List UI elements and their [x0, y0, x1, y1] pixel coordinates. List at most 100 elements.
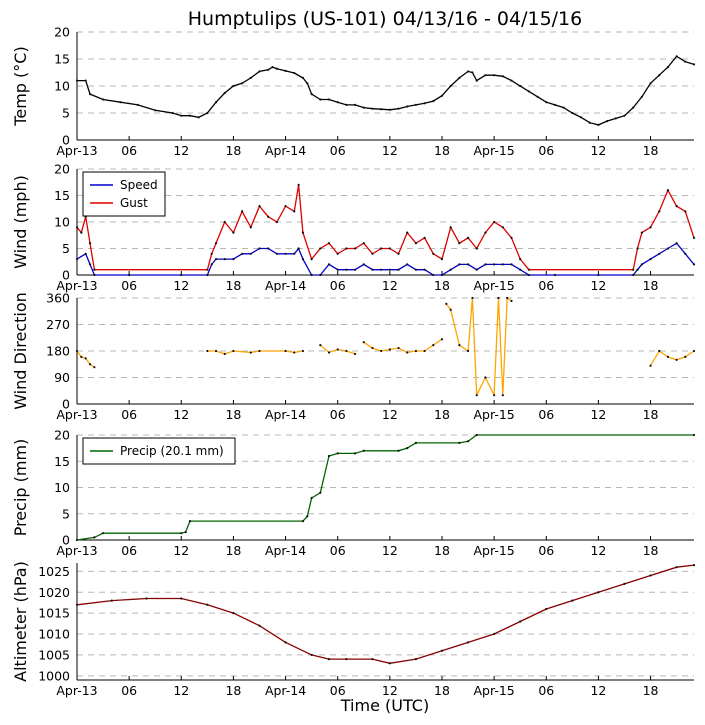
- x-tick-label: 06: [538, 278, 554, 293]
- x-tick-label: 18: [225, 683, 241, 698]
- data-point: [75, 258, 79, 261]
- data-point: [75, 538, 79, 542]
- y-tick-label: 15: [54, 188, 70, 203]
- data-point: [319, 273, 322, 277]
- x-tick-label: 12: [590, 683, 606, 698]
- data-point: [223, 220, 226, 224]
- y-tick-label: 1020: [38, 585, 70, 600]
- data-point: [597, 123, 600, 126]
- data-point: [636, 268, 639, 271]
- data-point: [353, 352, 357, 356]
- y-tick-label: 20: [54, 428, 70, 443]
- data-point: [497, 296, 500, 300]
- data-point: [675, 55, 678, 58]
- data-point: [649, 82, 652, 85]
- panel-dir: 0 90 180 270 360 Apr-13 06 12 18 Apr-14 06 12 18 Apr-…: [11, 291, 696, 422]
- data-point: [301, 349, 305, 353]
- data-point: [432, 252, 435, 255]
- data-point: [249, 76, 252, 79]
- x-axis-title: Time (UTC): [340, 696, 429, 715]
- y-tick-label: 1005: [38, 647, 70, 662]
- data-point: [319, 491, 322, 494]
- data-point: [232, 258, 235, 261]
- x-tick-label: Apr-14: [265, 683, 306, 698]
- x-tick-label: Apr-14: [265, 407, 306, 422]
- data-point: [432, 273, 435, 277]
- x-tick-label: 06: [330, 543, 346, 558]
- data-point: [432, 100, 435, 103]
- data-point: [284, 349, 287, 353]
- data-point: [136, 103, 139, 106]
- y-tick-label: 90: [54, 370, 70, 385]
- data-point: [397, 107, 400, 110]
- data-point: [306, 515, 309, 518]
- data-point: [214, 349, 218, 353]
- data-point: [692, 63, 696, 66]
- x-tick-label: 06: [121, 407, 137, 422]
- x-tick-label: 12: [382, 143, 398, 158]
- data-point: [301, 231, 305, 234]
- x-tick-label: 12: [382, 543, 398, 558]
- data-point: [310, 653, 313, 657]
- data-point: [597, 591, 600, 594]
- data-point: [449, 84, 452, 88]
- data-point: [371, 658, 374, 661]
- legend-label: Precip (20.1 mm): [120, 444, 224, 458]
- data-point: [519, 620, 522, 623]
- y-tick-label: 15: [54, 454, 70, 469]
- data-point: [614, 117, 617, 120]
- data-point: [353, 452, 357, 455]
- data-point: [75, 349, 79, 353]
- x-tick-label: 18: [225, 278, 241, 293]
- data-point: [658, 210, 661, 213]
- data-point: [371, 107, 374, 110]
- data-point: [640, 263, 643, 266]
- data-point: [640, 95, 643, 98]
- data-point: [484, 231, 487, 234]
- series-line-direction: [363, 338, 443, 354]
- data-point: [493, 263, 496, 266]
- data-point: [445, 302, 448, 305]
- data-point: [475, 433, 478, 437]
- data-point: [649, 226, 652, 229]
- legend-box: [82, 171, 166, 217]
- data-point: [110, 599, 113, 602]
- data-point: [466, 263, 470, 266]
- data-point: [327, 242, 331, 245]
- data-point: [293, 351, 296, 354]
- data-point: [658, 349, 661, 353]
- data-point: [414, 268, 418, 271]
- data-point: [249, 252, 252, 255]
- data-point: [466, 70, 470, 73]
- data-point: [675, 358, 678, 361]
- data-point: [649, 574, 652, 577]
- data-point: [84, 79, 87, 82]
- y-tick-label: 0: [62, 268, 70, 283]
- data-point: [345, 268, 348, 271]
- data-point: [297, 247, 300, 250]
- data-point: [484, 376, 487, 379]
- data-point: [232, 612, 235, 615]
- data-point: [684, 60, 687, 63]
- data-point: [310, 93, 313, 96]
- data-point: [345, 349, 348, 353]
- x-tick-label: 18: [225, 543, 241, 558]
- data-point: [571, 599, 574, 602]
- x-tick-label: 12: [173, 143, 189, 158]
- data-point: [692, 263, 696, 266]
- data-point: [271, 66, 274, 69]
- data-point: [371, 346, 374, 350]
- x-tick-label: 18: [434, 543, 450, 558]
- x-tick-label: Apr-15: [474, 278, 515, 293]
- data-point: [397, 346, 400, 350]
- x-tick-label: Apr-15: [474, 143, 515, 158]
- data-point: [666, 189, 670, 192]
- x-tick-label: 18: [434, 407, 450, 422]
- data-point: [154, 109, 157, 112]
- data-point: [440, 649, 444, 652]
- data-point: [232, 349, 235, 353]
- data-point: [336, 252, 339, 255]
- series-line-altimeter: [76, 564, 695, 664]
- x-tick-label: 12: [590, 278, 606, 293]
- data-point: [362, 106, 365, 109]
